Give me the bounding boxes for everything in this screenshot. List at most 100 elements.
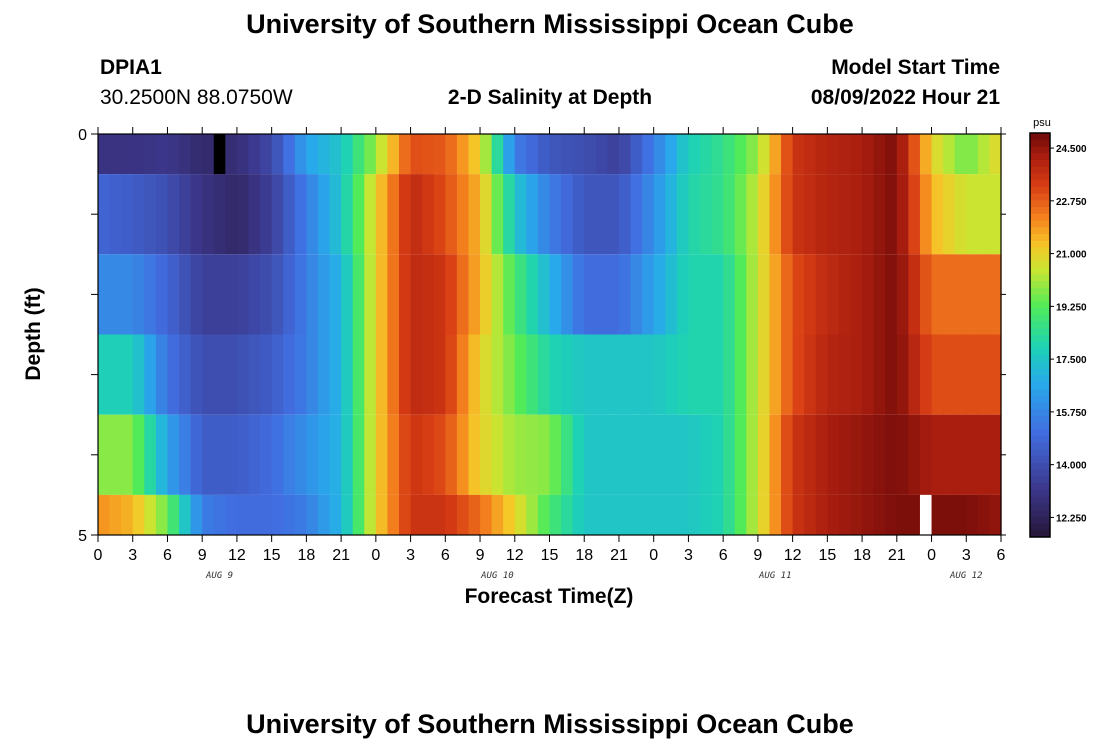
heatmap-cell	[121, 254, 134, 335]
heatmap-cell	[399, 494, 412, 535]
heatmap-cell	[850, 494, 863, 535]
x-tick-label: 6	[441, 547, 450, 564]
heatmap-cell	[572, 134, 585, 175]
heatmap-cell	[399, 254, 412, 335]
heatmap-cell	[190, 174, 203, 255]
heatmap-cell	[607, 134, 620, 175]
heatmap-cell	[491, 334, 504, 415]
heatmap-cell	[445, 414, 458, 495]
x-tick-label: 0	[94, 547, 103, 564]
heatmap-cell	[387, 334, 400, 415]
heatmap-cell	[757, 494, 771, 535]
heatmap-cell	[954, 494, 967, 535]
heatmap-cell	[202, 414, 215, 495]
heatmap-cell	[468, 174, 481, 255]
heatmap-cell	[167, 134, 180, 175]
missing-data-cell	[213, 134, 226, 175]
colorbar-segment	[1030, 395, 1050, 403]
heatmap-cell	[595, 334, 608, 415]
heatmap-cell	[781, 334, 794, 415]
colorbar-segment	[1030, 462, 1050, 471]
heatmap-cell	[294, 174, 307, 255]
heatmap-cell	[757, 414, 771, 495]
colorbar-tick-label: 15.750	[1056, 408, 1087, 419]
heatmap-cell	[781, 134, 794, 175]
heatmap-cell	[618, 174, 632, 255]
colorbar-segment	[1030, 321, 1050, 329]
heatmap-cell	[989, 174, 1002, 255]
colorbar-segment	[1030, 153, 1050, 161]
heatmap-cell	[306, 494, 319, 535]
heatmap-cell	[503, 174, 516, 255]
colorbar-segment	[1030, 227, 1050, 235]
heatmap-cell	[618, 494, 632, 535]
colorbar-segment	[1030, 442, 1050, 450]
heatmap-cell	[468, 134, 481, 175]
heatmap-cell	[341, 134, 354, 175]
x-tick-label: 0	[927, 547, 936, 564]
heatmap-cell	[387, 494, 400, 535]
colorbar-segment	[1030, 173, 1050, 181]
heatmap-cell	[688, 334, 701, 415]
colorbar-segment	[1030, 274, 1050, 282]
heatmap-cell	[711, 334, 724, 415]
heatmap-cell	[283, 414, 296, 495]
heatmap-cell	[700, 334, 713, 415]
station-coordinates: 30.2500N 88.0750W	[100, 86, 293, 109]
heatmap-cell	[503, 254, 516, 335]
heatmap-cell	[746, 134, 759, 175]
colorbar-segment	[1030, 254, 1050, 262]
heatmap-cell	[526, 134, 539, 175]
colorbar-tick-label: 22.750	[1056, 197, 1087, 208]
x-tick-label: 3	[962, 547, 971, 564]
colorbar-segment	[1030, 287, 1050, 296]
heatmap-cell	[190, 334, 203, 415]
x-tick-label: 9	[753, 547, 762, 564]
heatmap-cell	[410, 494, 423, 535]
heatmap-cell	[838, 134, 852, 175]
heatmap-cell	[317, 414, 331, 495]
heatmap-cell	[225, 254, 238, 335]
heatmap-cell	[422, 134, 435, 175]
heatmap-cell	[155, 414, 169, 495]
colorbar-tick-label: 19.250	[1056, 302, 1087, 313]
heatmap-cell	[665, 494, 678, 535]
x-tick-label: 6	[163, 547, 172, 564]
heatmap-cell	[607, 334, 620, 415]
heatmap-cell	[537, 334, 551, 415]
heatmap-cell	[179, 254, 192, 335]
heatmap-cell	[549, 254, 562, 335]
heatmap-cell	[294, 414, 307, 495]
heatmap-cell	[468, 414, 481, 495]
heatmap-cell	[283, 254, 296, 335]
x-tick-label: 12	[228, 547, 246, 564]
heatmap-cell	[352, 414, 365, 495]
heatmap-cell	[896, 254, 909, 335]
heatmap-cell	[781, 254, 794, 335]
heatmap-cell	[422, 414, 435, 495]
heatmap-cell	[827, 414, 840, 495]
heatmap-cell	[248, 414, 261, 495]
heatmap-cell	[630, 334, 643, 415]
colorbar-segment	[1030, 193, 1050, 201]
heatmap-cell	[491, 134, 504, 175]
heatmap-cell	[769, 254, 782, 335]
heatmap-cell	[514, 254, 527, 335]
heatmap-cell	[364, 134, 377, 175]
heatmap-cell	[896, 414, 909, 495]
heatmap-cell	[514, 414, 527, 495]
heatmap-cell	[688, 254, 701, 335]
heatmap-cell	[352, 334, 365, 415]
heatmap-cell	[815, 414, 828, 495]
heatmap-cell	[931, 414, 944, 495]
heatmap-cell	[387, 174, 400, 255]
model-start-label: Model Start Time	[831, 56, 1000, 79]
heatmap-cell	[433, 174, 446, 255]
heatmap-cell	[109, 254, 122, 335]
heatmap-cell	[931, 174, 944, 255]
heatmap-cell	[179, 414, 192, 495]
colorbar-segment	[1030, 402, 1050, 410]
colorbar-segment	[1030, 449, 1050, 457]
x-tick-label: 21	[610, 547, 628, 564]
heatmap-cell	[711, 174, 724, 255]
